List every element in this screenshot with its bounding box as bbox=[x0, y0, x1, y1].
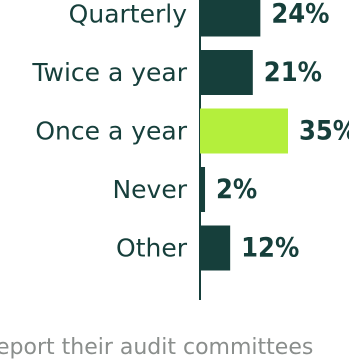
bar-once-a-year bbox=[200, 108, 288, 154]
value-label: 24% bbox=[271, 0, 329, 30]
value-label: 2% bbox=[216, 174, 257, 205]
category-label: Twice a year bbox=[31, 58, 187, 87]
bar-never bbox=[200, 167, 206, 212]
value-label: 12% bbox=[241, 233, 299, 264]
bar-quarterly bbox=[200, 0, 261, 37]
chart-footnote: eport their audit committees bbox=[0, 335, 314, 360]
category-label: Never bbox=[112, 175, 187, 204]
value-label: 35% bbox=[299, 116, 349, 147]
bar-other bbox=[200, 225, 231, 271]
bar-twice-a-year bbox=[200, 50, 253, 95]
category-label: Other bbox=[116, 234, 188, 263]
category-label: Once a year bbox=[35, 117, 187, 146]
category-label: Quarterly bbox=[69, 0, 188, 29]
value-label: 21% bbox=[264, 57, 322, 88]
